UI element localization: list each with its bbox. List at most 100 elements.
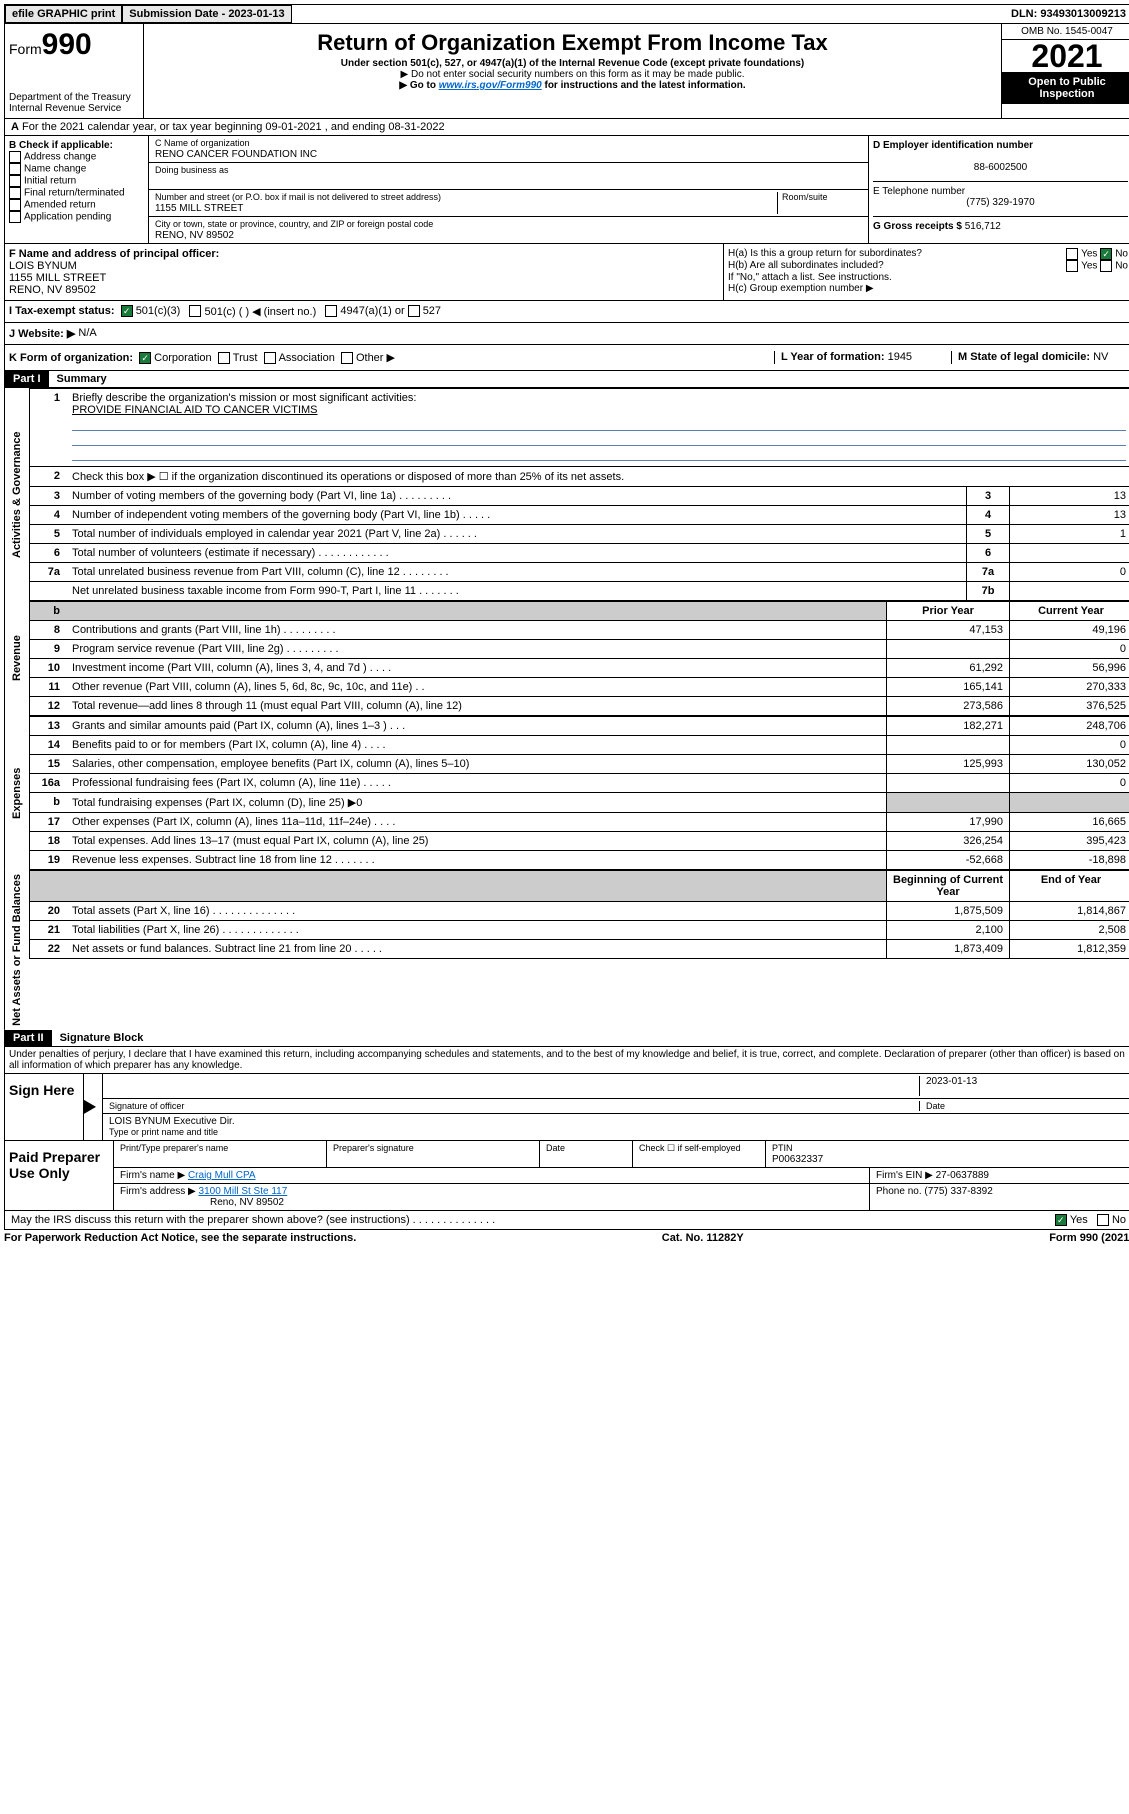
footer-mid: Cat. No. 11282Y	[662, 1232, 744, 1244]
exp-label: Expenses	[4, 716, 29, 870]
state-domicile: NV	[1093, 351, 1108, 363]
q2-text: Check this box ▶ ☐ if the organization d…	[66, 467, 1129, 487]
irs-link[interactable]: www.irs.gov/Form990	[439, 80, 542, 91]
opt-initial: Initial return	[24, 176, 76, 187]
part1-label: Part I	[5, 371, 49, 387]
chk-pending[interactable]	[9, 211, 21, 223]
section-h: H(a) Is this a group return for subordin…	[724, 244, 1129, 300]
exp-row: bTotal fundraising expenses (Part IX, co…	[30, 793, 1129, 813]
net-table: Beginning of Current YearEnd of Year 20T…	[29, 870, 1129, 959]
rev-row: 12Total revenue—add lines 8 through 11 (…	[30, 697, 1129, 716]
col-end: End of Year	[1010, 871, 1129, 902]
j-label: J Website: ▶	[9, 327, 75, 340]
phone-label: E Telephone number	[873, 186, 965, 197]
dba-label: Doing business as	[155, 165, 229, 175]
hb-yes[interactable]	[1066, 260, 1078, 272]
rev-row: 9Program service revenue (Part VIII, lin…	[30, 640, 1129, 659]
gov-table: 1 Briefly describe the organization's mi…	[29, 388, 1129, 601]
officer-addr2: RENO, NV 89502	[9, 284, 96, 296]
firm-name-link[interactable]: Craig Mull CPA	[188, 1170, 256, 1181]
submission-date: Submission Date - 2023-01-13	[122, 5, 291, 23]
chk-trust[interactable]	[218, 352, 230, 364]
firm-name-label: Firm's name ▶	[120, 1170, 185, 1181]
ein-value: 88-6002500	[873, 162, 1128, 173]
rev-table: bPrior YearCurrent Year 8Contributions a…	[29, 601, 1129, 716]
part2-title: Signature Block	[52, 1030, 152, 1046]
part1-title: Summary	[49, 371, 115, 387]
efile-label: efile GRAPHIC print	[5, 5, 122, 23]
m-label: M State of legal domicile:	[958, 351, 1090, 363]
sign-here-block: Sign Here 2023-01-13 Signature of office…	[4, 1074, 1129, 1141]
chk-corp[interactable]	[139, 352, 151, 364]
firm-ein: 27-0637889	[936, 1170, 989, 1181]
name-label: C Name of organization	[155, 138, 250, 148]
chk-amended[interactable]	[9, 199, 21, 211]
type-name-label: Type or print name and title	[109, 1127, 218, 1137]
officer-addr1: 1155 MILL STREET	[9, 272, 106, 284]
section-klm: K Form of organization: Corporation Trus…	[4, 345, 1129, 371]
part2-label: Part II	[5, 1030, 52, 1046]
discuss-yes[interactable]	[1055, 1214, 1067, 1226]
gov-row: 3Number of voting members of the governi…	[30, 487, 1129, 506]
governance-section: Activities & Governance 1 Briefly descri…	[4, 388, 1129, 601]
header-right: OMB No. 1545-0047 2021 Open to Public In…	[1001, 24, 1129, 118]
chk-assoc[interactable]	[264, 352, 276, 364]
org-name: RENO CANCER FOUNDATION INC	[155, 149, 317, 160]
tax-year: 2021	[1002, 40, 1129, 72]
hc-label: H(c) Group exemption number ▶	[728, 283, 1128, 294]
form-title: Return of Organization Exempt From Incom…	[148, 30, 997, 56]
footer-left: For Paperwork Reduction Act Notice, see …	[4, 1232, 356, 1244]
chk-501c[interactable]	[189, 305, 201, 317]
firm-phone: (775) 337-8392	[924, 1186, 992, 1197]
form-prefix: Form	[9, 41, 42, 57]
section-f: F Name and address of principal officer:…	[5, 244, 724, 300]
form-number: Form990	[9, 28, 139, 62]
officer-label: F Name and address of principal officer:	[9, 248, 219, 260]
chk-other[interactable]	[341, 352, 353, 364]
firm-addr1-link[interactable]: 3100 Mill St Ste 117	[199, 1186, 288, 1197]
exp-row: 17Other expenses (Part IX, column (A), l…	[30, 813, 1129, 832]
chk-527[interactable]	[408, 305, 420, 317]
hb-no[interactable]	[1100, 260, 1112, 272]
year-formation: 1945	[888, 351, 912, 363]
chk-4947[interactable]	[325, 305, 337, 317]
l-label: L Year of formation:	[781, 351, 885, 363]
section-j: J Website: ▶ N/A	[4, 323, 1129, 345]
form-num: 990	[42, 28, 92, 61]
section-b: B Check if applicable: Address change Na…	[5, 136, 149, 243]
header-mid: Return of Organization Exempt From Incom…	[144, 24, 1001, 118]
opt-name: Name change	[24, 164, 86, 175]
date-label: Date	[919, 1101, 1126, 1111]
discuss-no[interactable]	[1097, 1214, 1109, 1226]
part2-header: Part II Signature Block	[4, 1030, 1129, 1047]
firm-ein-label: Firm's EIN ▶	[876, 1170, 933, 1181]
city-block: City or town, state or province, country…	[149, 217, 868, 243]
open-public: Open to Public Inspection	[1002, 72, 1129, 104]
ha-yes[interactable]	[1066, 248, 1078, 260]
mission-text: PROVIDE FINANCIAL AID TO CANCER VICTIMS	[72, 404, 318, 416]
chk-final[interactable]	[9, 187, 21, 199]
gov-row: 7aTotal unrelated business revenue from …	[30, 563, 1129, 582]
ha-no[interactable]	[1100, 248, 1112, 260]
section-bcdeg: B Check if applicable: Address change Na…	[4, 136, 1129, 244]
paid-preparer-block: Paid Preparer Use Only Print/Type prepar…	[4, 1141, 1129, 1211]
ein-label: D Employer identification number	[873, 140, 1033, 151]
form-subtitle: Under section 501(c), 527, or 4947(a)(1)…	[148, 58, 997, 69]
firm-addr-label: Firm's address ▶	[120, 1186, 196, 1197]
expenses-section: Expenses 13Grants and similar amounts pa…	[4, 716, 1129, 870]
chk-initial[interactable]	[9, 175, 21, 187]
discuss-row: May the IRS discuss this return with the…	[4, 1211, 1129, 1230]
section-c: C Name of organization RENO CANCER FOUND…	[149, 136, 868, 243]
col-prior: Prior Year	[887, 602, 1010, 621]
rev-label: Revenue	[4, 601, 29, 716]
header-left: Form990 Department of the Treasury Inter…	[5, 24, 144, 118]
chk-address[interactable]	[9, 151, 21, 163]
chk-name[interactable]	[9, 163, 21, 175]
officer-name: LOIS BYNUM	[9, 260, 77, 272]
city-val: RENO, NV 89502	[155, 230, 234, 241]
section-deg: D Employer identification number 88-6002…	[868, 136, 1129, 243]
self-employed: Check ☐ if self-employed	[633, 1141, 766, 1167]
section-a: A For the 2021 calendar year, or tax yea…	[4, 119, 1129, 136]
firm-phone-label: Phone no.	[876, 1186, 922, 1197]
chk-501c3[interactable]	[121, 305, 133, 317]
